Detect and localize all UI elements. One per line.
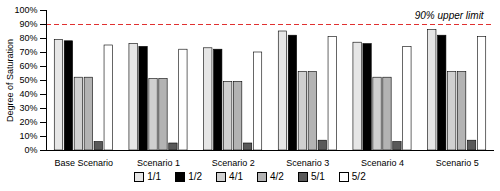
svg-text:60%: 60%: [19, 61, 37, 71]
svg-text:80%: 80%: [19, 33, 37, 43]
svg-text:Scenario 2: Scenario 2: [212, 158, 255, 168]
svg-text:90% upper limit: 90% upper limit: [415, 10, 485, 21]
html-text:1/2: 1/2: [188, 171, 203, 182]
svg-text:Scenario 5: Scenario 5: [436, 158, 479, 168]
svg-text:30%: 30%: [19, 103, 37, 113]
svg-text:90%: 90%: [19, 19, 37, 29]
svg-text:Scenario 4: Scenario 4: [361, 158, 404, 168]
svg-text:Degree of Saturation: Degree of Saturation: [5, 39, 15, 122]
html-text:1/1: 1/1: [147, 171, 162, 182]
html-text:5/1: 5/1: [310, 171, 325, 182]
svg-text:50%: 50%: [19, 75, 37, 85]
svg-text:Scenario 3: Scenario 3: [286, 158, 329, 168]
svg-text:100%: 100%: [14, 5, 37, 15]
svg-text:Scenario 1: Scenario 1: [137, 158, 180, 168]
html-text:5/2: 5/2: [351, 171, 366, 182]
svg-text:40%: 40%: [19, 89, 37, 99]
html-text:4/1: 4/1: [229, 171, 243, 182]
svg-text:10%: 10%: [19, 131, 37, 141]
svg-text:0%: 0%: [24, 145, 37, 155]
svg-text:70%: 70%: [19, 47, 37, 57]
html-text:4/2: 4/2: [270, 171, 284, 182]
svg-text:Base Scenario: Base Scenario: [55, 158, 114, 168]
svg-text:20%: 20%: [19, 117, 37, 127]
